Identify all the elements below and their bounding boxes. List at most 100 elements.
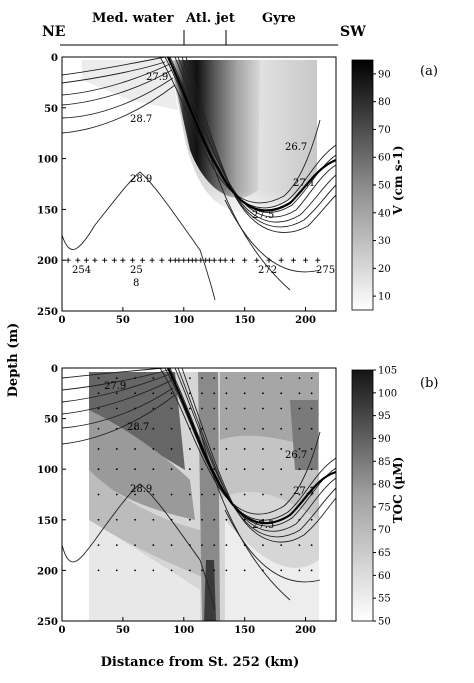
sample-dot xyxy=(134,544,136,546)
station-marker xyxy=(120,257,126,263)
sample-dot xyxy=(225,518,228,521)
sample-dot xyxy=(225,392,228,395)
sample-dot xyxy=(134,518,136,521)
sample-dot xyxy=(243,569,246,572)
panel-b-jet-column xyxy=(198,372,220,621)
sample-dot xyxy=(201,493,203,496)
contour-label-b-27-9: 27.9 xyxy=(104,381,126,392)
y-tick-label: 100 xyxy=(37,155,58,166)
station-marker xyxy=(211,257,217,263)
colorbar-tick-label: 90 xyxy=(378,434,391,445)
sample-dot xyxy=(170,518,173,521)
station-marker xyxy=(111,257,117,263)
panel-b-patch xyxy=(290,400,318,470)
x-tick-label: 50 xyxy=(116,315,130,326)
y-tick-label: 150 xyxy=(37,205,58,216)
y-tick-label: 0 xyxy=(51,364,58,375)
panel-b-gyre-deep xyxy=(225,520,319,621)
sample-dot xyxy=(225,377,228,380)
sample-dot xyxy=(280,544,283,546)
sample-dot xyxy=(243,468,246,471)
ne-label: NE xyxy=(42,24,65,40)
sample-dot xyxy=(170,407,173,410)
station-label-275: 275 xyxy=(316,265,335,276)
isopycnal-a-14 xyxy=(185,56,337,233)
isopycnal-b-3 xyxy=(61,373,171,403)
station-marker xyxy=(176,257,182,263)
sample-dot xyxy=(152,448,155,450)
region-med-water: Med. water xyxy=(92,11,174,26)
sample-dot xyxy=(298,392,301,395)
sample-dot xyxy=(115,448,118,450)
sample-dot xyxy=(170,493,173,496)
sample-dot xyxy=(97,448,100,450)
sample-dot xyxy=(201,544,203,546)
region-gyre: Gyre xyxy=(262,11,296,26)
sample-dot xyxy=(97,544,100,546)
sample-dot xyxy=(201,377,203,380)
sample-dot xyxy=(201,569,203,572)
y-tick-label: 200 xyxy=(37,566,58,577)
panel-b-surface-dark xyxy=(89,372,185,470)
sample-dot xyxy=(310,407,313,410)
sample-dot xyxy=(97,468,100,471)
panel-a-surface-shading xyxy=(82,60,178,110)
sample-dot xyxy=(97,407,100,410)
sample-dot xyxy=(225,468,228,471)
sample-dot xyxy=(262,518,264,521)
panel-a-jet-core xyxy=(170,60,260,198)
colorbar-a xyxy=(351,59,374,311)
x-tick-label: 100 xyxy=(173,625,194,636)
station-marker xyxy=(217,257,223,263)
sample-dot xyxy=(188,427,191,430)
x-tick-label: 150 xyxy=(234,625,255,636)
sample-dot xyxy=(262,377,264,380)
station-marker xyxy=(206,257,212,263)
station-marker xyxy=(266,257,272,263)
sample-dot xyxy=(298,448,301,450)
sample-dot xyxy=(262,427,264,430)
station-marker xyxy=(102,257,108,263)
colorbar-tick-label: 55 xyxy=(378,594,391,605)
sample-dot xyxy=(188,392,191,395)
panel-a-station-labels: 254 25 8 272 275 xyxy=(72,265,335,289)
sample-dots-b xyxy=(97,377,313,572)
sample-dot xyxy=(170,377,173,380)
sample-dot xyxy=(310,392,313,395)
station-marker xyxy=(149,257,155,263)
sample-dot xyxy=(152,407,155,410)
station-marker xyxy=(278,257,284,263)
sample-dot xyxy=(115,569,118,572)
sample-dot xyxy=(243,427,246,430)
y-tick-label: 250 xyxy=(37,617,58,628)
station-marker xyxy=(254,257,260,263)
station-marker xyxy=(83,257,89,263)
panel-a-frame xyxy=(61,56,337,312)
sample-dot xyxy=(97,493,100,496)
sample-dot xyxy=(97,569,100,572)
x-axis-title: Distance from St. 252 (km) xyxy=(101,655,300,670)
colorbar-tick-label: 50 xyxy=(378,181,391,192)
colorbar-b-label: TOC (µM) xyxy=(391,457,405,524)
sample-dot xyxy=(243,392,246,395)
sample-dot xyxy=(115,407,118,410)
sample-dot xyxy=(213,427,216,430)
sample-dot xyxy=(152,468,155,471)
sample-dot xyxy=(115,544,118,546)
sample-dot xyxy=(225,544,228,546)
sample-dot xyxy=(225,448,228,450)
colorbar-b-ticks: 50 55 60 65 70 75 80 85 90 95 100 105 xyxy=(373,366,397,628)
sample-dot xyxy=(97,377,100,380)
sample-dot xyxy=(115,427,118,430)
colorbar-tick-label: 60 xyxy=(378,153,391,164)
sample-dot xyxy=(97,392,100,395)
sample-dot xyxy=(310,493,313,496)
sample-dot xyxy=(225,569,228,572)
contour-label-b-27-5: 27.5 xyxy=(252,520,274,531)
colorbar-tick-label: 95 xyxy=(378,411,391,422)
colorbar-tick-label: 80 xyxy=(378,97,391,108)
sample-dot xyxy=(280,392,283,395)
sample-dot xyxy=(201,518,203,521)
sample-dot xyxy=(134,427,136,430)
